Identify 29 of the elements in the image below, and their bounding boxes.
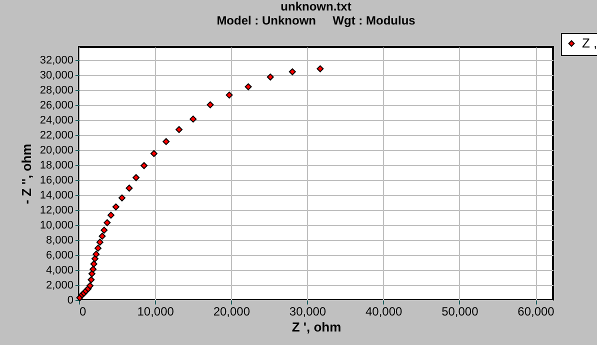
x-tick-label: 60,000 bbox=[518, 304, 555, 318]
y-tick-label: 12,000 bbox=[40, 204, 74, 216]
y-tick-label: 8,000 bbox=[46, 234, 74, 246]
y-tick-label: 0 bbox=[67, 294, 74, 306]
y-tick-label: 26,000 bbox=[40, 99, 74, 112]
y-tick-label: 28,000 bbox=[40, 84, 74, 96]
legend-label: Z , bbox=[582, 36, 597, 50]
y-tick-label: 16,000 bbox=[40, 174, 74, 186]
y-tick-label: 30,000 bbox=[40, 69, 74, 82]
y-tick-label: 14,000 bbox=[40, 189, 74, 202]
x-tick-label: 10,000 bbox=[137, 304, 174, 318]
y-tick-label: 32,000 bbox=[40, 54, 74, 66]
y-tick-label: 6,000 bbox=[46, 249, 74, 262]
y-tick-label: 20,000 bbox=[40, 144, 74, 156]
y-axis-title: - Z '', ohm bbox=[18, 144, 34, 204]
y-tick-label: 24,000 bbox=[40, 114, 74, 126]
y-tick-label: 22,000 bbox=[40, 129, 74, 142]
y-tick-label: 18,000 bbox=[40, 159, 74, 172]
x-tick-label: 30,000 bbox=[289, 304, 326, 318]
y-tick-label: 2,000 bbox=[46, 279, 74, 292]
x-tick-label: 40,000 bbox=[365, 304, 403, 318]
x-tick-label: 0 bbox=[80, 304, 86, 318]
chart-subtitle: Model : Unknown Wgt : Modulus bbox=[216, 14, 416, 28]
x-tick-label: 50,000 bbox=[442, 304, 479, 318]
x-axis-title: Z ', ohm bbox=[292, 320, 342, 334]
y-tick-label: 10,000 bbox=[40, 219, 74, 232]
chart-title: unknown.txt bbox=[280, 0, 352, 14]
x-tick-label: 20,000 bbox=[213, 304, 250, 318]
y-tick-label: 4,000 bbox=[46, 264, 74, 276]
